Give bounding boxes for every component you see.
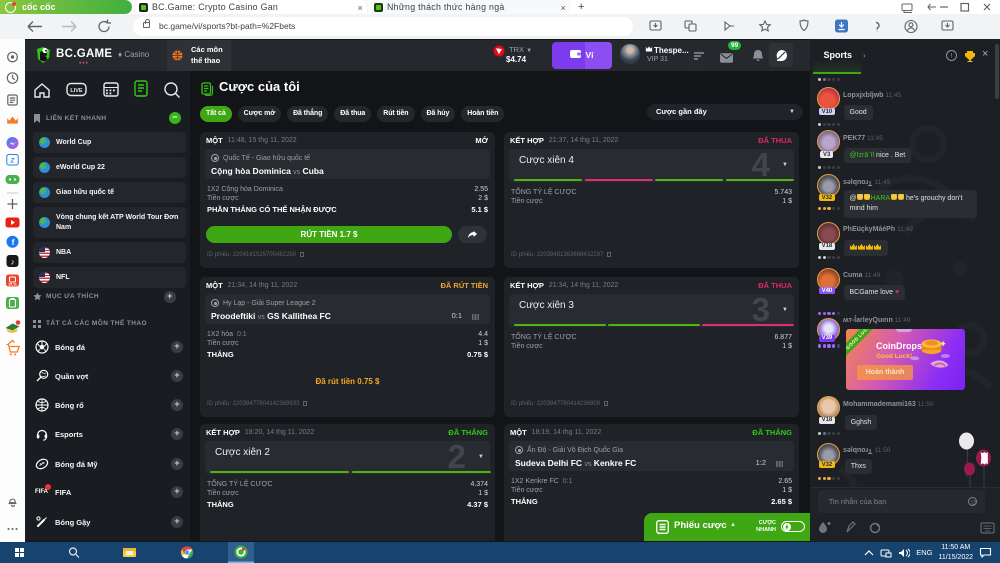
svg-text:LIVE: LIVE bbox=[70, 88, 83, 94]
svg-text:f: f bbox=[12, 237, 15, 247]
svg-text:Z: Z bbox=[10, 159, 15, 165]
svg-text:15.11: 15.11 bbox=[8, 283, 17, 287]
svg-text:♪: ♪ bbox=[11, 258, 15, 267]
